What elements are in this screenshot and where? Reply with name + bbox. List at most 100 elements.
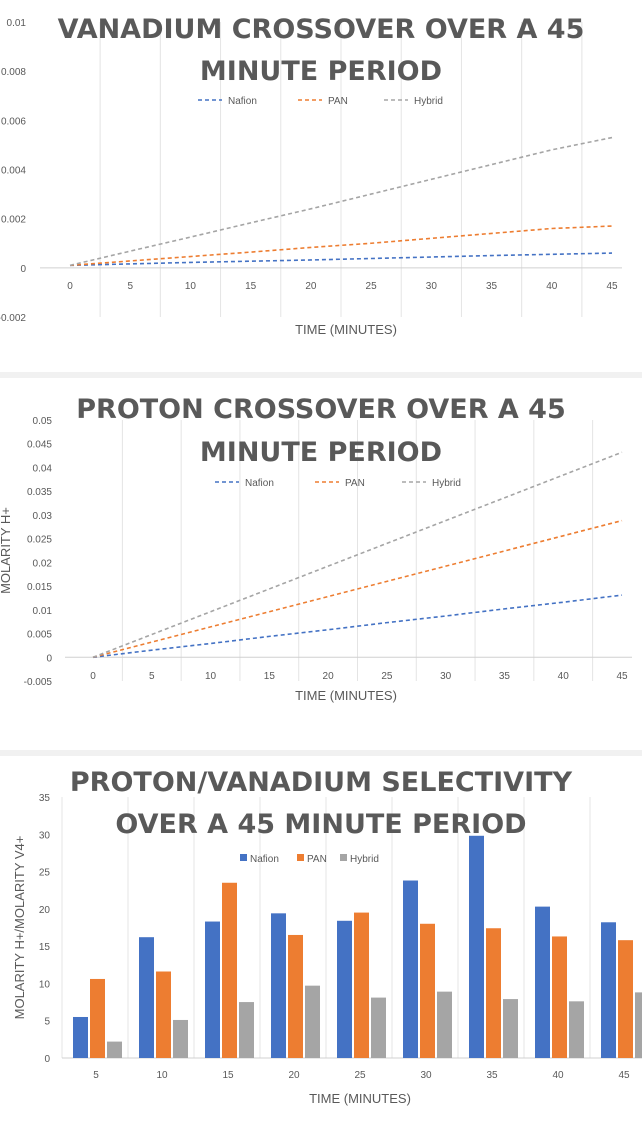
x-tick-label: 15 <box>222 1070 234 1081</box>
y-tick-label: 0.02 <box>33 558 53 569</box>
y-tick-label: 25 <box>39 868 51 879</box>
x-tick-label: 10 <box>156 1070 168 1081</box>
y-tick-label: 30 <box>39 830 51 841</box>
y-tick-label: 0.03 <box>33 511 53 522</box>
bar-pan <box>420 923 435 1058</box>
x-tick-label: 15 <box>245 281 257 292</box>
x-tick-label: 5 <box>93 1070 99 1081</box>
y-tick-label: 0.008 <box>1 67 26 78</box>
bar-hybrid <box>305 985 320 1058</box>
bar-hybrid <box>569 1001 584 1058</box>
legend-label-nafion: Nafion <box>228 96 257 107</box>
x-tick-label: 40 <box>546 281 558 292</box>
bar-pan <box>90 978 105 1058</box>
x-tick-label: 35 <box>499 671 511 682</box>
x-tick-label: 15 <box>264 671 276 682</box>
y-tick-label: 0.01 <box>7 18 27 29</box>
bar-hybrid <box>239 1002 254 1058</box>
bar-hybrid <box>437 991 452 1058</box>
chart-title-line: OVER A 45 MINUTE PERIOD <box>115 809 526 840</box>
legend-label-nafion: Nafion <box>250 854 279 865</box>
x-tick-label: 40 <box>558 671 570 682</box>
y-tick-label: 35 <box>39 793 51 804</box>
chart-title-line: MINUTE PERIOD <box>200 437 442 468</box>
bar-pan <box>354 912 369 1058</box>
x-tick-label: 30 <box>420 1070 432 1081</box>
legend-label-hybrid: Hybrid <box>350 854 379 865</box>
bar-hybrid <box>371 997 386 1058</box>
bar-nafion <box>469 835 484 1058</box>
x-tick-label: 30 <box>426 281 438 292</box>
bar-pan <box>486 928 501 1058</box>
series-line-hybrid <box>69 136 613 267</box>
series-line-nafion <box>69 252 613 267</box>
legend-label-hybrid: Hybrid <box>432 478 461 489</box>
bar-nafion <box>205 921 220 1058</box>
y-tick-label: 0.025 <box>27 535 52 546</box>
vanadium-crossover-chart: -0.002 0 0.002 0.004 0.006 0.008 0.01 0 5 10 15 20 2… <box>0 0 642 372</box>
legend-label-pan: PAN <box>345 478 365 489</box>
x-tick-label: 25 <box>366 281 378 292</box>
x-tick-label: 45 <box>616 671 628 682</box>
y-tick-label: 0.05 <box>33 416 53 427</box>
chart-title-line: PROTON/VANADIUM SELECTIVITY <box>70 767 573 798</box>
bar-nafion <box>337 920 352 1058</box>
chart-divider <box>0 372 642 378</box>
y-tick-label: 5 <box>44 1017 50 1028</box>
bar-nafion <box>139 937 154 1058</box>
y-tick-label: -0.002 <box>0 313 26 324</box>
chart-title-line: VANADIUM CROSSOVER OVER A 45 <box>58 14 585 45</box>
x-tick-label: 35 <box>486 281 498 292</box>
y-axis-label: MOLARITY H+/MOLARITY V4+ <box>12 836 27 1020</box>
x-tick-label: 40 <box>552 1070 564 1081</box>
chart-divider <box>0 750 642 756</box>
bar-hybrid <box>635 992 642 1058</box>
x-tick-label: 5 <box>149 671 155 682</box>
y-axis-label: MOLARITY H+ <box>0 507 13 594</box>
x-axis-label: TIME (MINUTES) <box>309 1091 411 1106</box>
legend-swatch-nafion <box>240 854 247 861</box>
y-tick-label: -0.005 <box>24 677 53 688</box>
legend-label-pan: PAN <box>328 96 348 107</box>
bar-pan <box>288 934 303 1058</box>
x-tick-label: 45 <box>618 1070 630 1081</box>
x-tick-label: 20 <box>305 281 317 292</box>
series-line-pan <box>92 519 623 659</box>
vanadium-crossover-svg: -0.002 0 0.002 0.004 0.006 0.008 0.01 0 5 10 15 20 2… <box>0 14 622 337</box>
y-tick-label: 0.035 <box>27 487 52 498</box>
selectivity-svg: 0 5 10 15 20 25 30 35 5 10 15 20 25 30 35 40 45 PROTON/VA… <box>12 767 642 1106</box>
series-line-hybrid <box>92 451 623 659</box>
y-tick-label: 0.015 <box>27 582 52 593</box>
bar-pan <box>552 936 567 1058</box>
bar-pan <box>156 971 171 1058</box>
y-tick-label: 0.005 <box>27 630 52 641</box>
x-tick-label: 25 <box>381 671 393 682</box>
x-tick-label: 20 <box>288 1070 300 1081</box>
x-tick-label: 0 <box>67 281 73 292</box>
legend-swatch-pan <box>297 854 304 861</box>
y-tick-label: 0.045 <box>27 440 52 451</box>
legend-label-pan: PAN <box>307 854 327 865</box>
x-axis-label: TIME (MINUTES) <box>295 688 397 703</box>
y-tick-label: 15 <box>39 942 51 953</box>
y-tick-label: 0.004 <box>1 166 26 177</box>
bar-hybrid <box>173 1019 188 1058</box>
legend-label-nafion: Nafion <box>245 478 274 489</box>
proton-crossover-chart: -0.005 0 0.005 0.01 0.015 0.02 0.025 0.03 0.035 0… <box>0 378 642 750</box>
y-tick-label: 0 <box>44 1054 50 1065</box>
proton-crossover-svg: -0.005 0 0.005 0.01 0.015 0.02 0.025 0.03 0.035 0… <box>0 394 632 703</box>
x-tick-label: 0 <box>90 671 96 682</box>
y-tick-label: 0 <box>46 653 52 664</box>
y-tick-label: 10 <box>39 979 51 990</box>
y-tick-label: 0 <box>20 264 26 275</box>
x-tick-label: 25 <box>354 1070 366 1081</box>
bar-pan <box>222 882 237 1058</box>
legend-swatch-hybrid <box>340 854 347 861</box>
y-tick-label: 0.002 <box>1 215 26 226</box>
x-tick-label: 10 <box>205 671 217 682</box>
x-tick-label: 10 <box>185 281 197 292</box>
x-tick-label: 5 <box>127 281 133 292</box>
bar-pan <box>618 940 633 1058</box>
y-tick-label: 0.01 <box>33 606 53 617</box>
bar-hybrid <box>503 999 518 1058</box>
